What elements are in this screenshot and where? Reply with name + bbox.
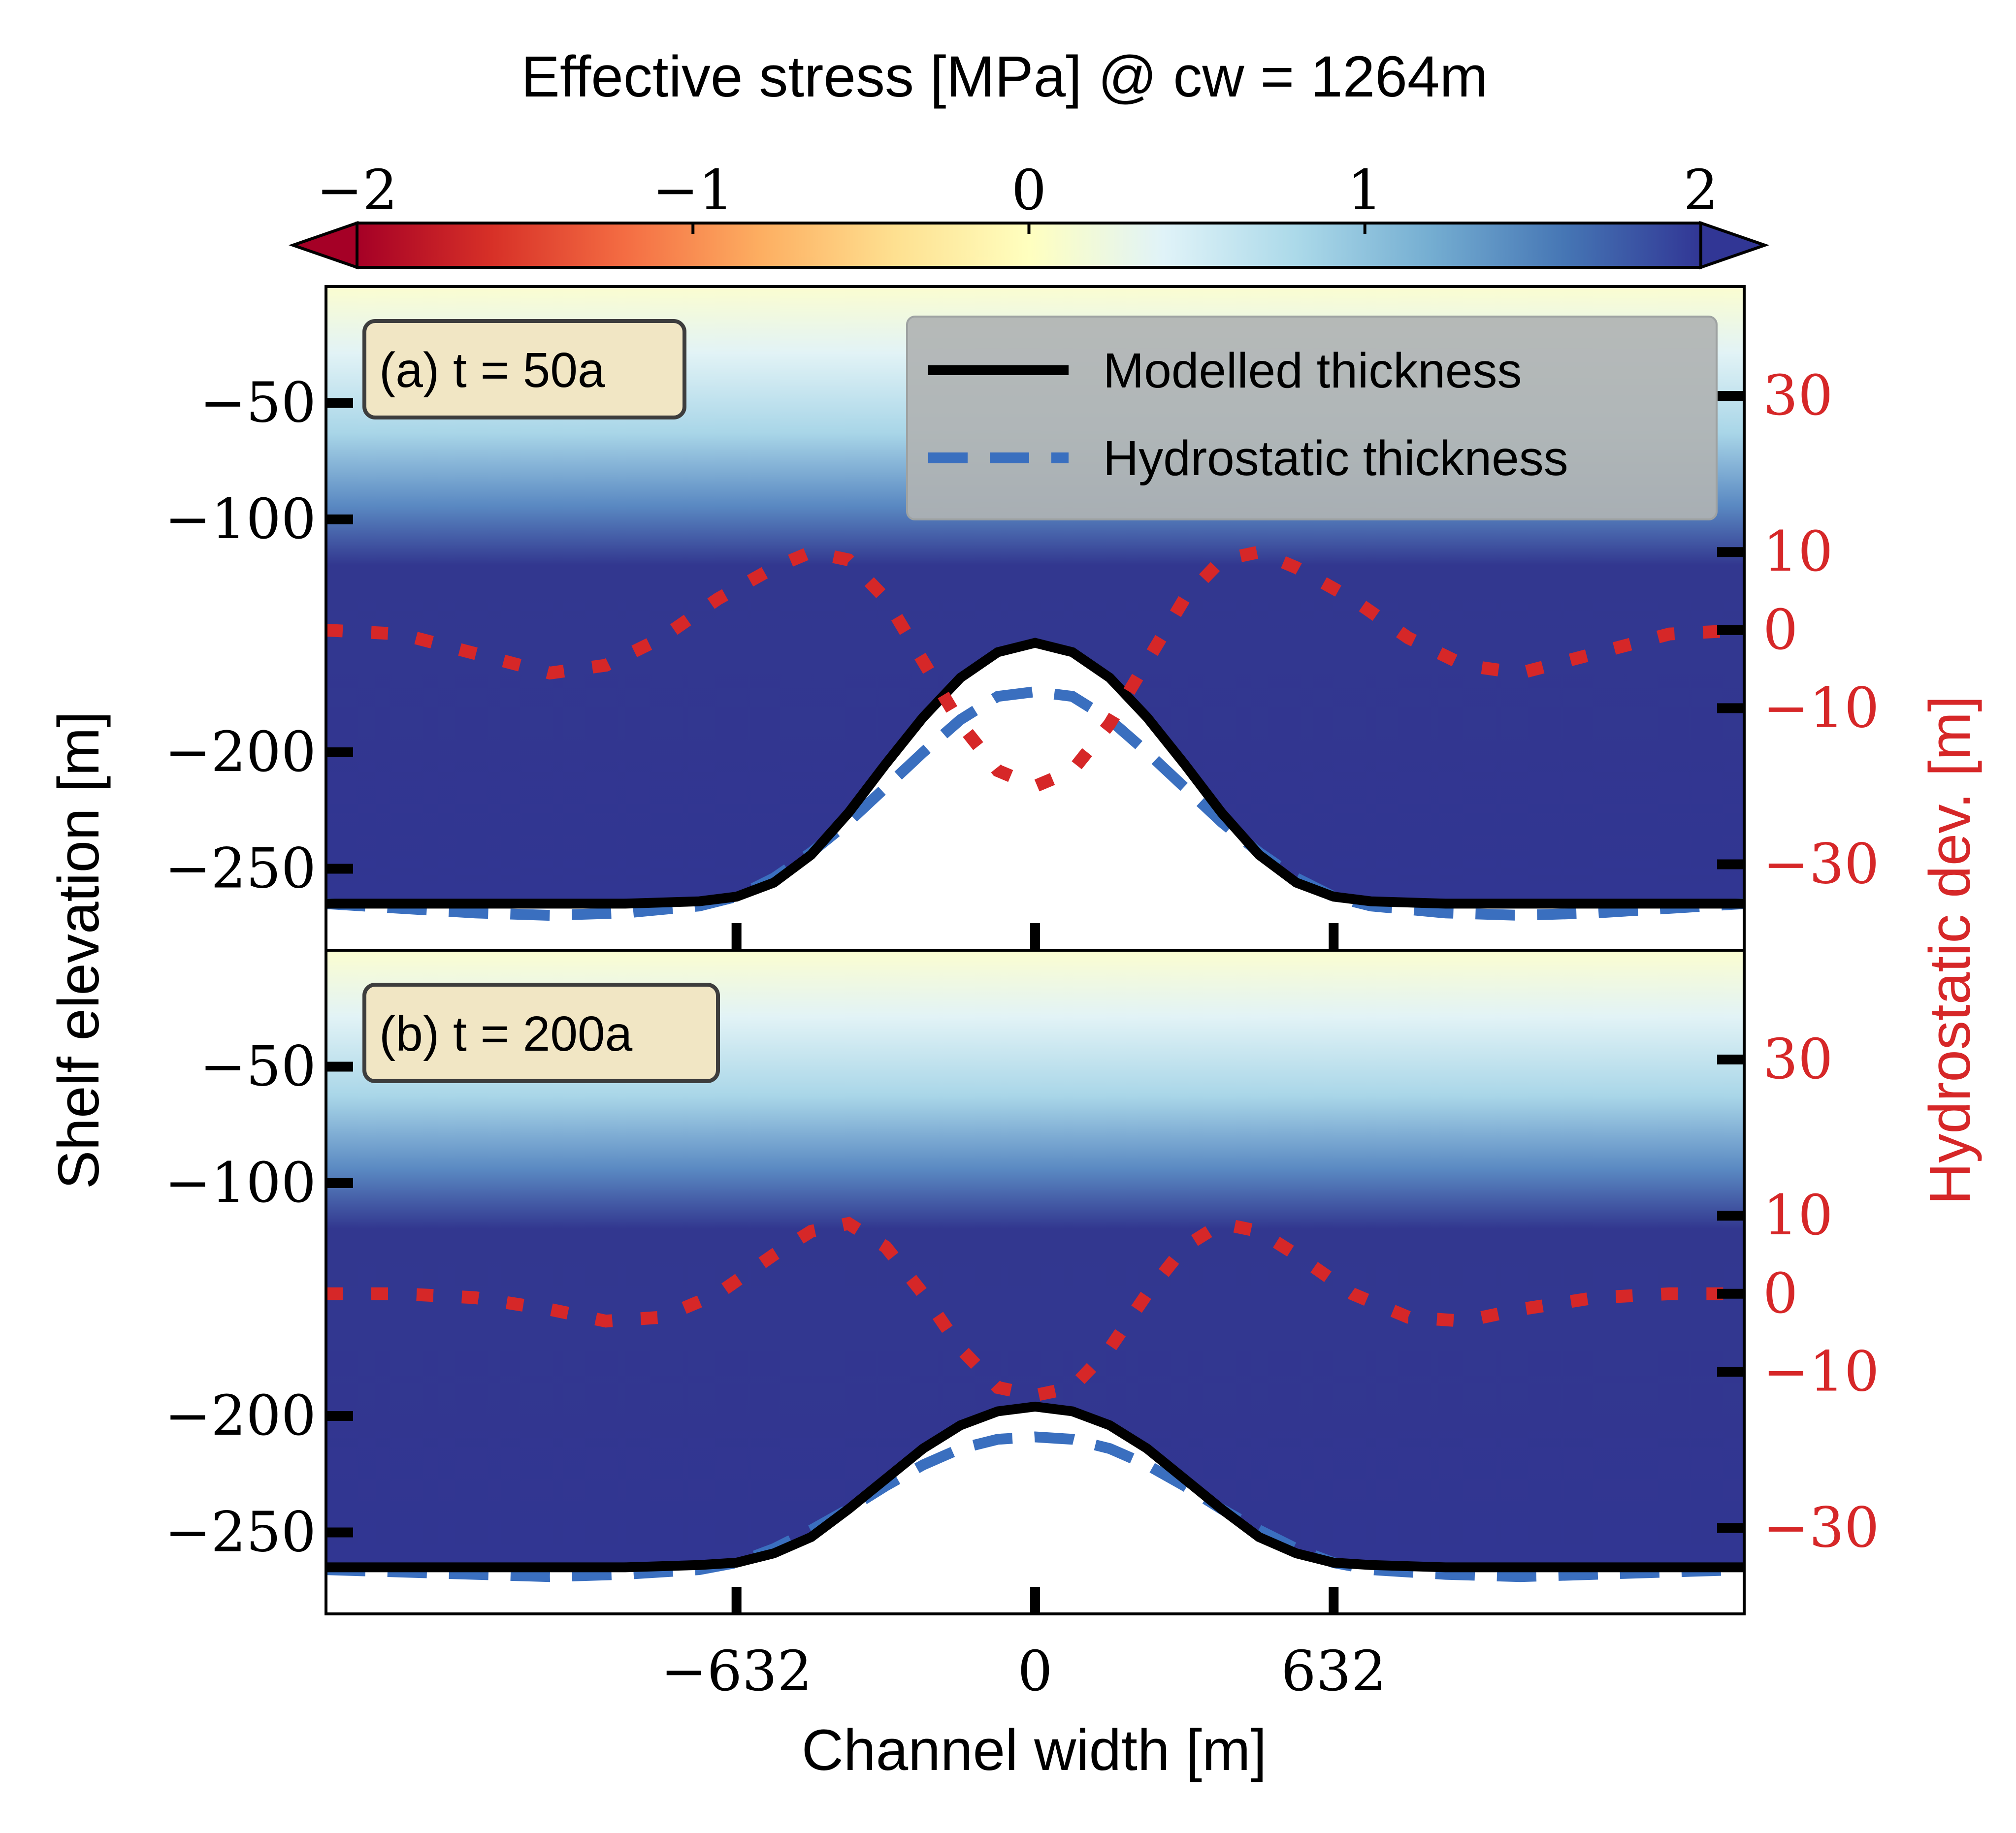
colorbar: Effective stress [MPa] @ cw = 1264m −2 −1… xyxy=(288,44,1770,270)
y-tick-label: −250 xyxy=(164,836,316,900)
colorbar-ticks: −2 −1 0 1 2 xyxy=(316,159,1719,234)
y2-tick-label: −30 xyxy=(1763,1496,1879,1560)
x-tick-label: −632 xyxy=(661,1640,813,1704)
panel-b-ticks: −50 −100 −200 −250 30 10 0 −10 −30 −632 0 632 xyxy=(164,1028,1879,1704)
hydrostatic-deviation-line-a xyxy=(326,545,1744,794)
y-tick-label: −100 xyxy=(164,1151,316,1215)
y-tick-label: −100 xyxy=(164,487,316,551)
colorbar-title: Effective stress [MPa] @ cw = 1264m xyxy=(521,44,1488,109)
x-tick-label: 0 xyxy=(1017,1640,1052,1704)
y-axis-label-right: Hydrostatic dev. [m] xyxy=(1918,696,1983,1205)
colorbar-tick-label: 1 xyxy=(1347,159,1382,223)
colorbar-left-extension xyxy=(288,221,358,270)
colorbar-tick-label: 2 xyxy=(1683,159,1718,223)
below-shelf-b xyxy=(326,1407,1744,1614)
panel-b-label-text: (b) t = 200a xyxy=(379,1006,633,1061)
y2-tick-label: 0 xyxy=(1763,598,1798,662)
modelled-thickness-line-b xyxy=(326,1401,1744,1573)
colorbar-tick-label: 0 xyxy=(1011,159,1046,223)
x-tick-label: 632 xyxy=(1281,1640,1386,1704)
y-tick-label: −250 xyxy=(164,1500,316,1564)
modelled-thickness-line-a xyxy=(326,638,1744,909)
legend-label-modelled: Modelled thickness xyxy=(1103,343,1522,398)
legend-box xyxy=(906,316,1718,520)
y-axis-label-left: Shelf elevation [m] xyxy=(46,711,111,1190)
y-tick-label: −50 xyxy=(200,1034,316,1098)
panel-a-ticks: −50 −100 −200 −250 30 10 0 −10 −30 xyxy=(164,364,1879,950)
y2-tick-label: 0 xyxy=(1763,1262,1798,1326)
hydrostatic-thickness-line-b xyxy=(326,1431,1744,1582)
hydrostatic-deviation-line-b xyxy=(326,1217,1744,1402)
x-axis-label: Channel width [m] xyxy=(802,1718,1267,1783)
panel-a-label: (a) t = 50a xyxy=(362,319,686,419)
below-shelf-a xyxy=(326,643,1744,950)
y2-tick-label: −30 xyxy=(1763,833,1879,897)
panel-a: −50 −100 −200 −250 30 10 0 −10 −30 (a) t = 50a M… xyxy=(164,285,1879,952)
colorbar-tick-label: −2 xyxy=(316,159,397,223)
y2-tick-label: 30 xyxy=(1763,1028,1833,1092)
y2-tick-label: 10 xyxy=(1763,1184,1833,1248)
y2-tick-label: −10 xyxy=(1763,1340,1879,1404)
panel-a-label-text: (a) t = 50a xyxy=(379,343,605,398)
y2-tick-label: 30 xyxy=(1763,364,1833,428)
legend: Modelled thickness Hydrostatic thickness xyxy=(906,316,1718,520)
y-tick-label: −200 xyxy=(164,1384,316,1448)
panel-b: −50 −100 −200 −250 30 10 0 −10 −30 −632 0 632 (b) t… xyxy=(164,949,1879,1704)
colorbar-tick-label: −1 xyxy=(652,159,734,223)
y-tick-label: −50 xyxy=(200,371,316,435)
panel-b-label: (b) t = 200a xyxy=(362,983,720,1083)
legend-label-hydrostatic: Hydrostatic thickness xyxy=(1103,431,1568,486)
y2-tick-label: 10 xyxy=(1763,520,1833,584)
y-tick-label: −200 xyxy=(164,720,316,784)
y2-tick-label: −10 xyxy=(1763,676,1879,740)
colorbar-right-extension xyxy=(1699,221,1770,270)
